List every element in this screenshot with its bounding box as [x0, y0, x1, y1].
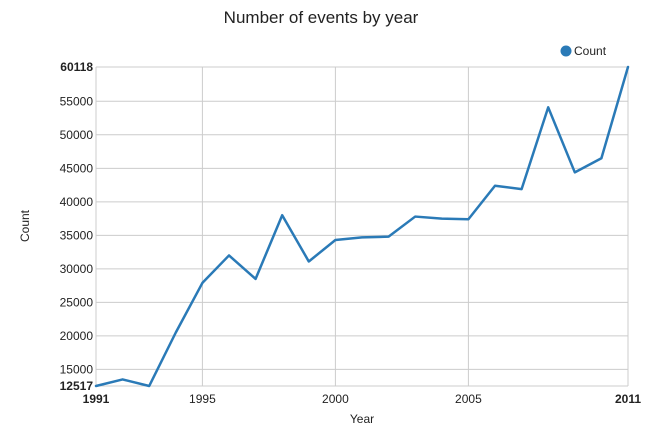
y-tick-label-2: 20000: [60, 329, 94, 343]
x-tick-layer: 1991 1995 2000 2005 2011: [83, 392, 642, 406]
y-tick-label-1: 15000: [60, 362, 94, 376]
series-layer: [94, 65, 630, 388]
x-tick-label-2: 2000: [322, 392, 349, 406]
y-tick-label-5: 35000: [60, 228, 94, 242]
x-axis-title: Year: [350, 412, 374, 426]
x-tick-label-4: 2011: [615, 392, 641, 406]
x-tick-label-0: 1991: [83, 392, 110, 406]
x-tick-label-3: 2005: [455, 392, 482, 406]
y-axis-title: Count: [18, 209, 32, 242]
y-tick-label-3: 25000: [60, 295, 94, 309]
y-tick-label-10: 60118: [60, 60, 93, 74]
y-tick-label-6: 40000: [60, 195, 94, 209]
y-tick-label-0: 12517: [60, 379, 94, 393]
chart-title: Number of events by year: [224, 8, 419, 27]
y-tick-label-9: 55000: [60, 94, 94, 108]
x-tick-label-1: 1995: [189, 392, 216, 406]
y-tick-label-4: 30000: [60, 262, 94, 276]
series-line-count: [94, 65, 630, 388]
legend-swatch: [560, 45, 572, 57]
y-tick-label-8: 50000: [60, 128, 94, 142]
y-tick-layer: 12517 15000 20000 25000 30000 35000 40000 45000…: [60, 60, 94, 393]
legend-label: Count: [574, 44, 607, 58]
grid-layer: [95, 66, 629, 387]
y-tick-label-7: 45000: [60, 161, 94, 175]
legend: Count: [560, 44, 607, 58]
